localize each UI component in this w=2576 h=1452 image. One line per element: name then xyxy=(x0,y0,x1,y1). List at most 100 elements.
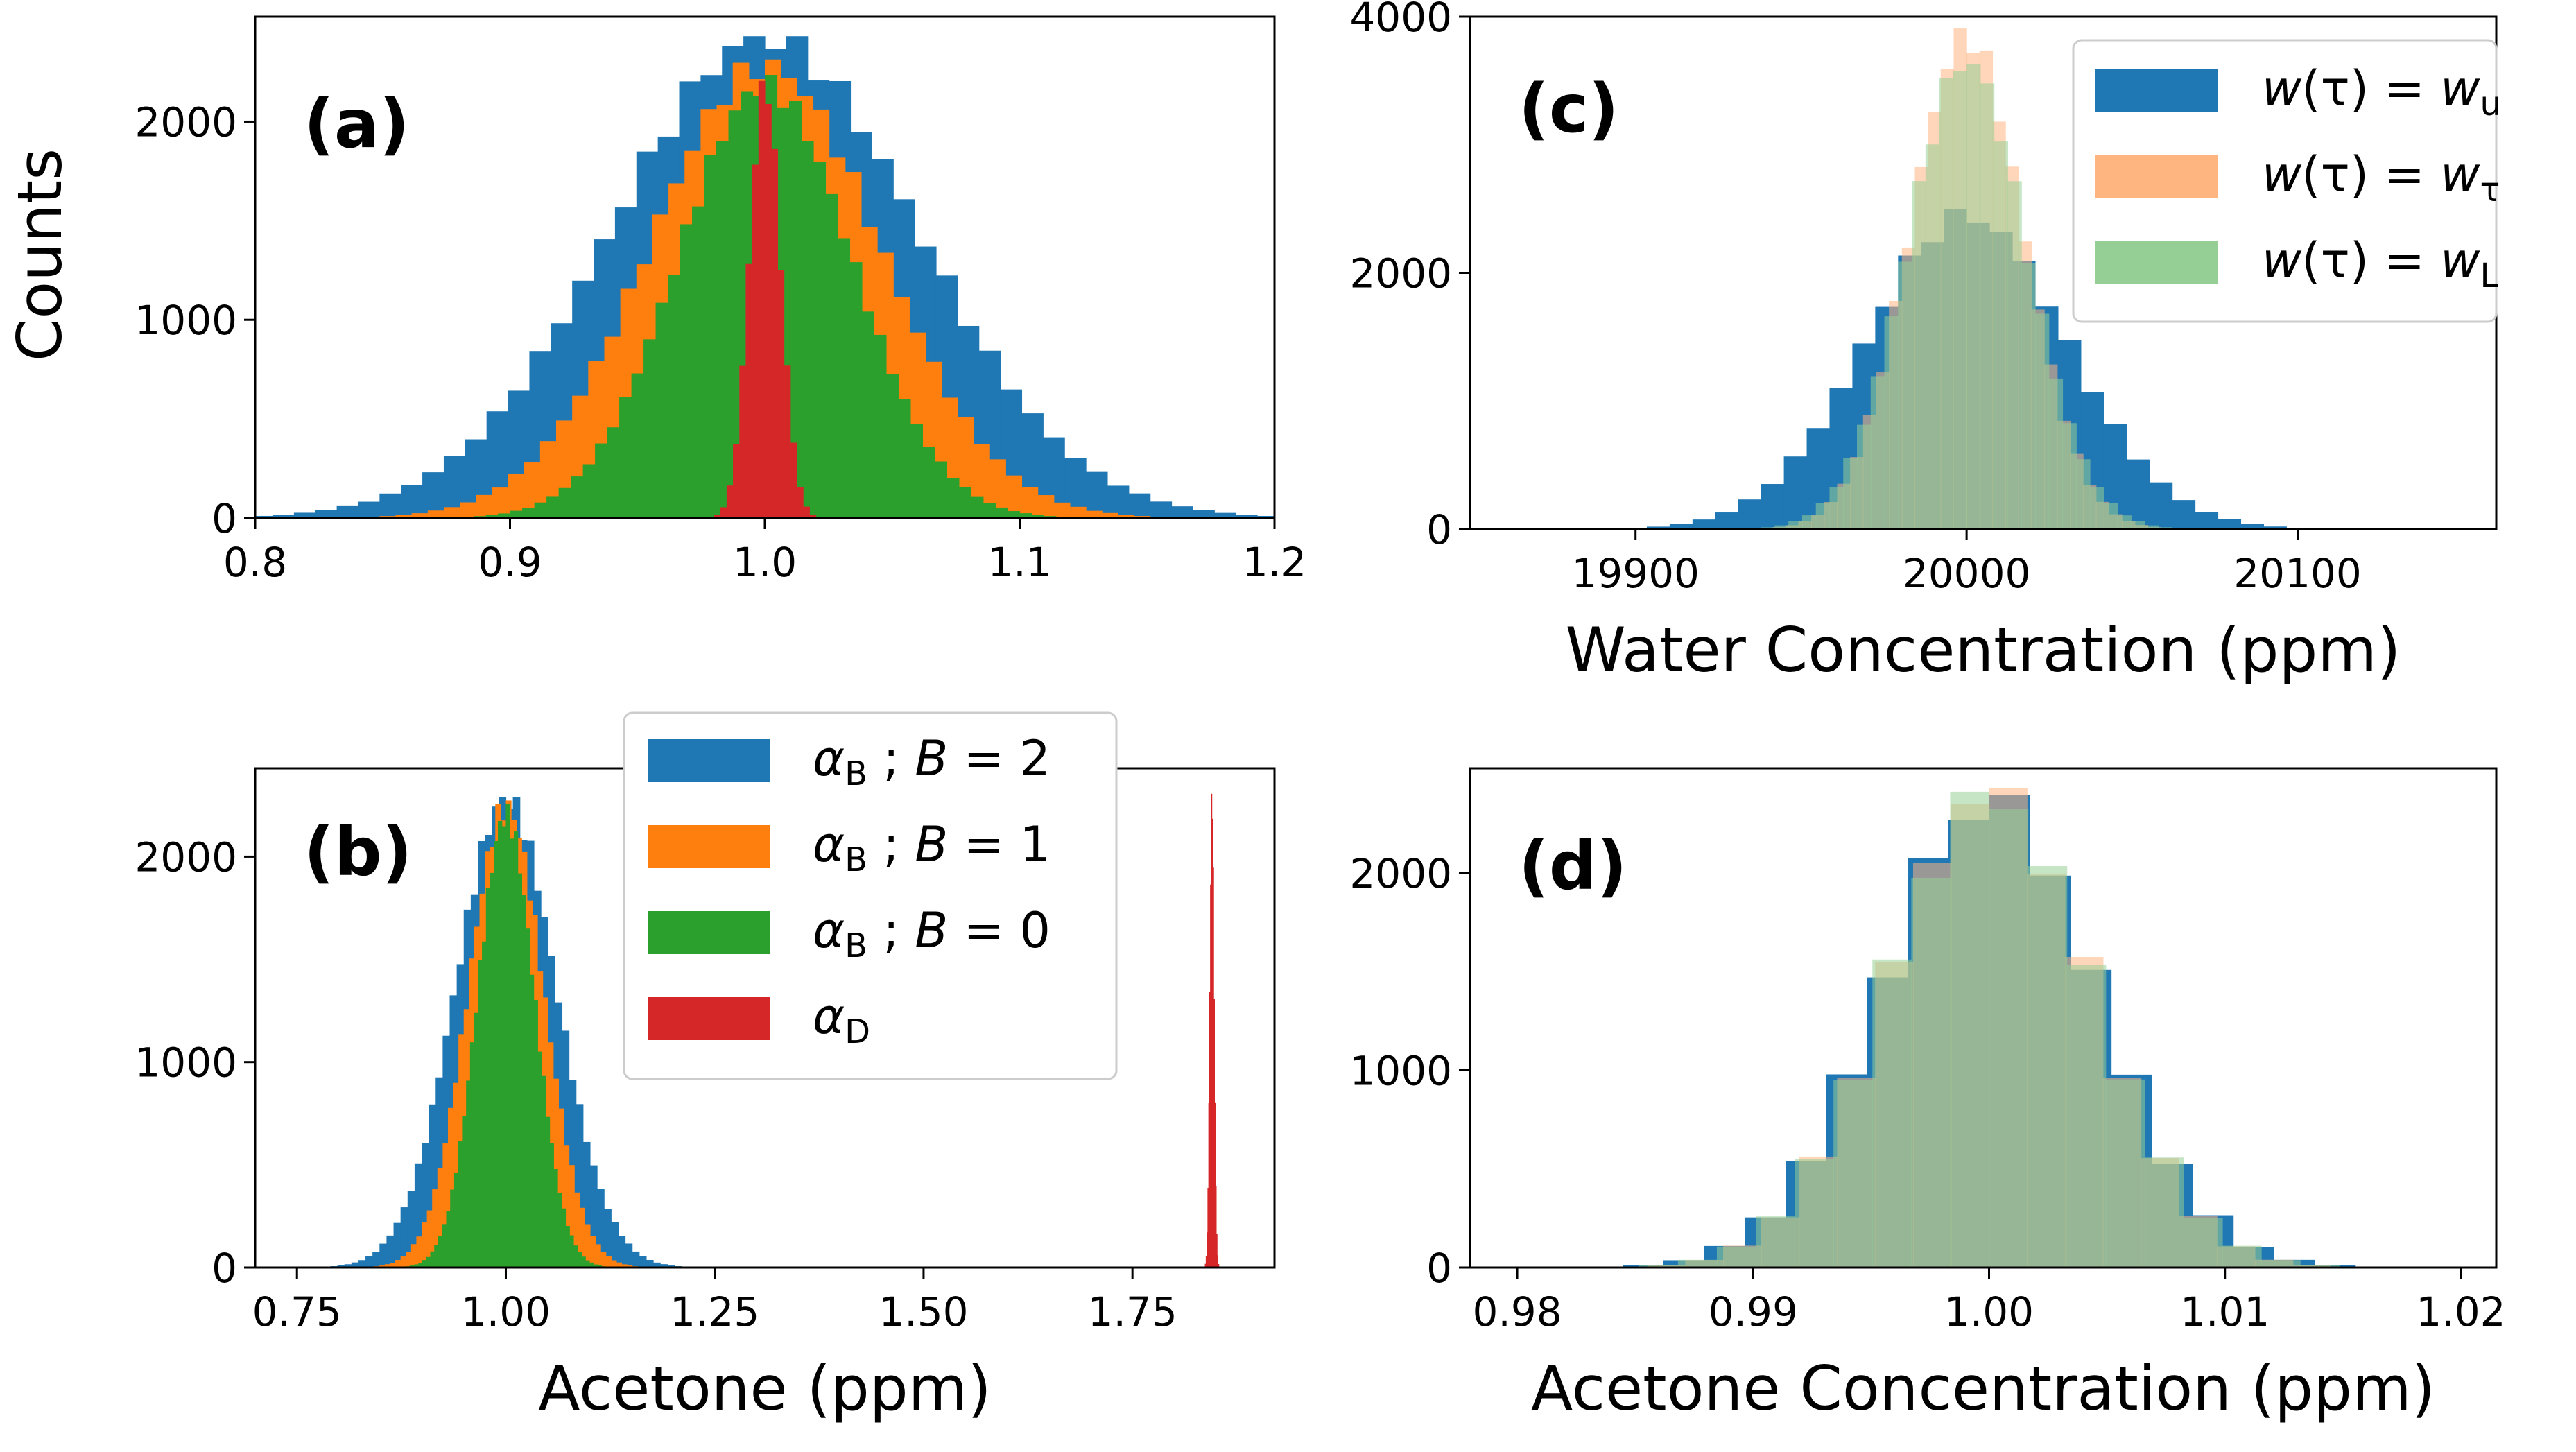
histogram-bar xyxy=(517,873,523,1268)
histogram-bar xyxy=(351,1262,359,1268)
histogram-bar xyxy=(653,1262,661,1268)
histogram-bar xyxy=(469,1042,475,1268)
histogram-bar xyxy=(430,1251,435,1268)
histogram-bar xyxy=(885,374,899,518)
histogram-series xyxy=(1510,28,2424,530)
panel-b: 0.75 1.00 1.25 1.50 1.75 0 1000 2000 Acetone (pp… xyxy=(135,711,1276,1424)
histogram-bar xyxy=(432,1189,438,1268)
histogram-bar xyxy=(739,365,747,518)
histogram-bar xyxy=(910,424,924,518)
histogram-bar xyxy=(1212,867,1214,1268)
histogram-bar xyxy=(714,515,721,518)
x-tick-label: 1.00 xyxy=(1944,1288,2034,1336)
histogram-bar xyxy=(442,1224,447,1268)
legend-entry-label: αB ; B = 0 xyxy=(813,902,1051,965)
histogram-bar xyxy=(796,487,804,518)
histogram-bar xyxy=(553,1169,558,1268)
histogram-bar xyxy=(526,928,530,1268)
histogram-bar xyxy=(429,1104,436,1268)
histogram-bar xyxy=(1107,485,1130,518)
histogram-bar xyxy=(2034,313,2050,529)
histogram-bar xyxy=(492,487,509,518)
histogram-bar xyxy=(595,443,608,518)
histogram-bar xyxy=(1171,506,1193,518)
histogram-series xyxy=(255,36,1275,519)
histogram-bar xyxy=(1118,515,1135,518)
y-tick-label: 2000 xyxy=(135,833,237,881)
histogram-bar xyxy=(438,1236,443,1268)
histogram-bar xyxy=(2145,525,2159,529)
histogram-bar xyxy=(619,397,632,518)
y-tick-label: 2000 xyxy=(1349,250,1452,297)
histogram-bar xyxy=(2144,1157,2184,1268)
histogram-bar xyxy=(728,110,741,518)
histogram-bar xyxy=(379,493,401,518)
histogram-bar xyxy=(418,1263,423,1268)
histogram-bar xyxy=(458,1141,463,1268)
histogram-bar xyxy=(482,941,487,1268)
legend-box xyxy=(623,711,1118,1080)
histogram-bar xyxy=(315,510,338,518)
histogram-bar xyxy=(1208,1103,1210,1268)
histogram-bar xyxy=(1939,78,1953,530)
legend-swatch xyxy=(648,997,770,1040)
x-tick-label: 0.98 xyxy=(1472,1288,1562,1336)
histogram-bar xyxy=(508,474,525,518)
histogram-bar xyxy=(1204,1263,1207,1268)
histogram-bar xyxy=(1193,510,1215,518)
histogram-bar xyxy=(1994,141,2009,529)
histogram-bar xyxy=(1086,510,1103,518)
histogram-bar xyxy=(422,1222,428,1268)
histogram-bar xyxy=(379,1243,388,1268)
histogram-bar xyxy=(632,1251,640,1268)
histogram-bar xyxy=(604,1209,612,1268)
histogram-bar xyxy=(579,1207,585,1268)
histogram-bar xyxy=(765,103,772,518)
histogram-bar xyxy=(2300,1265,2340,1268)
x-tick-label: 0.99 xyxy=(1709,1288,1798,1336)
histogram-bar xyxy=(437,1168,443,1268)
x-tick-label: 1.02 xyxy=(2416,1288,2505,1336)
histogram-bar xyxy=(1692,519,1716,529)
histogram-bar xyxy=(655,302,668,518)
y-tick-label: 0 xyxy=(211,1245,237,1292)
histogram-bar xyxy=(2062,423,2077,529)
histogram-bar xyxy=(1236,515,1258,518)
histogram-bar xyxy=(704,155,717,519)
histogram-bar xyxy=(618,1236,626,1268)
histogram-bar xyxy=(803,506,810,518)
histogram-bar xyxy=(1053,502,1071,518)
histogram-bar xyxy=(589,1262,594,1268)
legend-entry-label: αD xyxy=(813,988,870,1051)
y-tick-label: 0 xyxy=(1426,506,1452,553)
histogram-bar xyxy=(1207,1188,1209,1268)
histogram-bar xyxy=(395,515,413,518)
histogram-bar xyxy=(995,507,1008,518)
y-tick-label: 1000 xyxy=(135,297,237,344)
histogram-bar xyxy=(1950,791,1990,1268)
y-tick-label: 1000 xyxy=(135,1039,237,1087)
histogram-bar xyxy=(545,1116,551,1268)
histogram-bar xyxy=(542,1075,546,1268)
histogram-bar xyxy=(1150,501,1173,518)
histogram-bar xyxy=(1774,525,1789,529)
histogram-bar xyxy=(485,515,499,518)
legend-entry-label: w(τ) = wL xyxy=(2262,232,2498,295)
histogram-bar xyxy=(837,238,851,518)
histogram-bar xyxy=(2263,526,2287,529)
histogram-bar xyxy=(1677,1259,1718,1268)
histogram-bar xyxy=(358,501,380,518)
histogram-bar xyxy=(522,508,535,518)
histogram-bar xyxy=(983,503,996,518)
histogram-bar xyxy=(1216,1234,1218,1268)
legend-swatch xyxy=(2095,155,2218,198)
y-tick-label: 1000 xyxy=(1349,1047,1452,1094)
histogram-bar xyxy=(1788,521,1803,529)
histogram-bar xyxy=(726,485,734,518)
histogram-bar xyxy=(422,472,444,518)
histogram-bar xyxy=(533,999,538,1268)
histogram-bar xyxy=(558,1108,564,1268)
histogram-bar xyxy=(1207,1232,1208,1268)
histogram-bar xyxy=(1211,818,1213,1268)
